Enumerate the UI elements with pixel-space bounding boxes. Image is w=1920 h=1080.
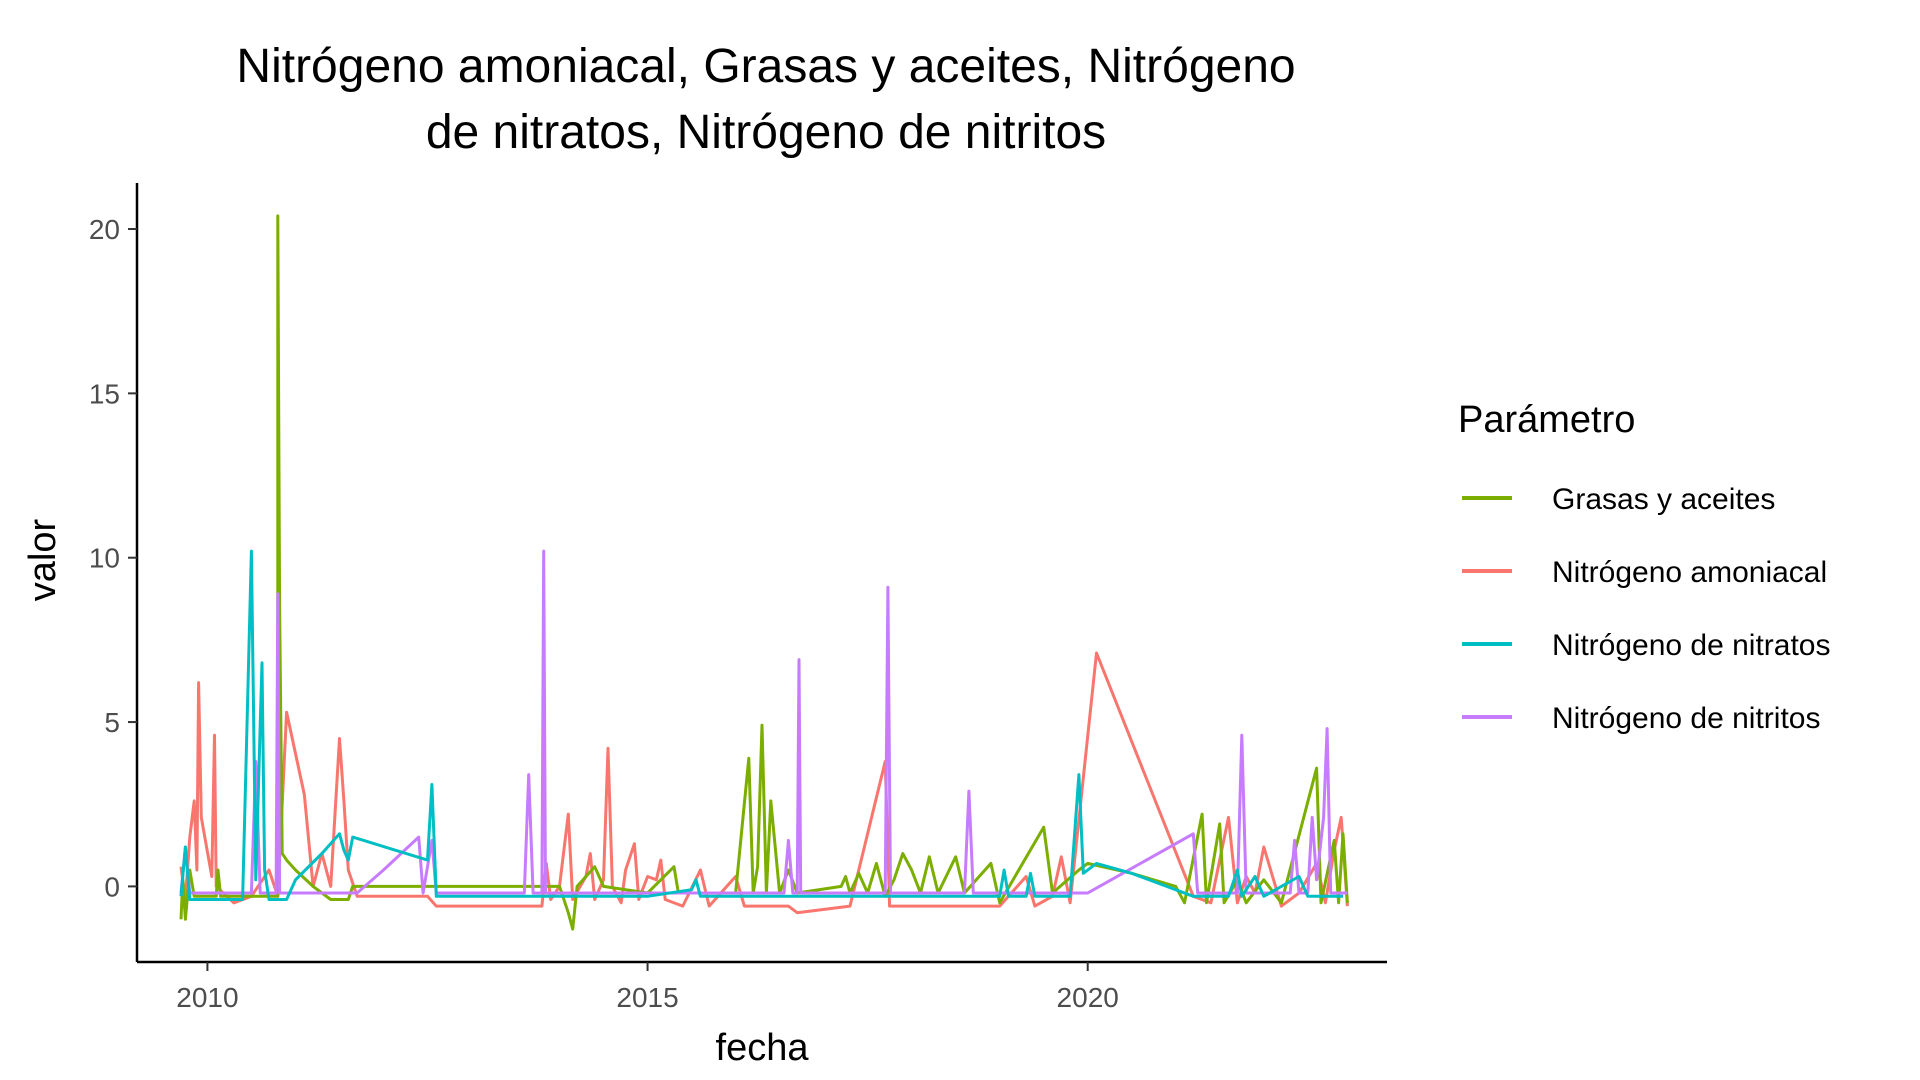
legend: Grasas y aceites Nitrógeno amoniacal Nitró… bbox=[1462, 483, 1831, 735]
y-axis-title: valor bbox=[22, 518, 64, 601]
x-tick-label: 2015 bbox=[616, 982, 678, 1013]
x-tick-label: 2020 bbox=[1057, 982, 1119, 1013]
chart-title-line-1: Nitrógeno amoniacal, Grasas y aceites, N… bbox=[236, 40, 1295, 93]
plot-series-group bbox=[179, 214, 1349, 931]
x-axis-title: fecha bbox=[716, 1027, 810, 1069]
y-tick-label: 15 bbox=[89, 378, 120, 409]
y-tick-label: 20 bbox=[89, 214, 120, 245]
x-axis-ticks: 2010 2015 2020 bbox=[176, 962, 1119, 1013]
legend-label: Grasas y aceites bbox=[1552, 483, 1775, 516]
series-line-grasas-y-aceites bbox=[179, 214, 1349, 931]
series-line-nitrogeno-de-nitratos bbox=[179, 549, 1343, 901]
y-tick-label: 0 bbox=[104, 871, 120, 902]
x-tick-label: 2010 bbox=[176, 982, 238, 1013]
y-tick-label: 5 bbox=[104, 707, 120, 738]
legend-title: Parámetro bbox=[1458, 399, 1635, 441]
legend-label: Nitrógeno de nitritos bbox=[1552, 702, 1820, 735]
legend-label: Nitrógeno amoniacal bbox=[1552, 556, 1827, 589]
chart-title-line-2: de nitratos, Nitrógeno de nitritos bbox=[426, 106, 1106, 159]
y-tick-label: 10 bbox=[89, 543, 120, 574]
y-axis-ticks: 0 5 10 15 20 bbox=[89, 214, 137, 902]
legend-label: Nitrógeno de nitratos bbox=[1552, 629, 1831, 662]
